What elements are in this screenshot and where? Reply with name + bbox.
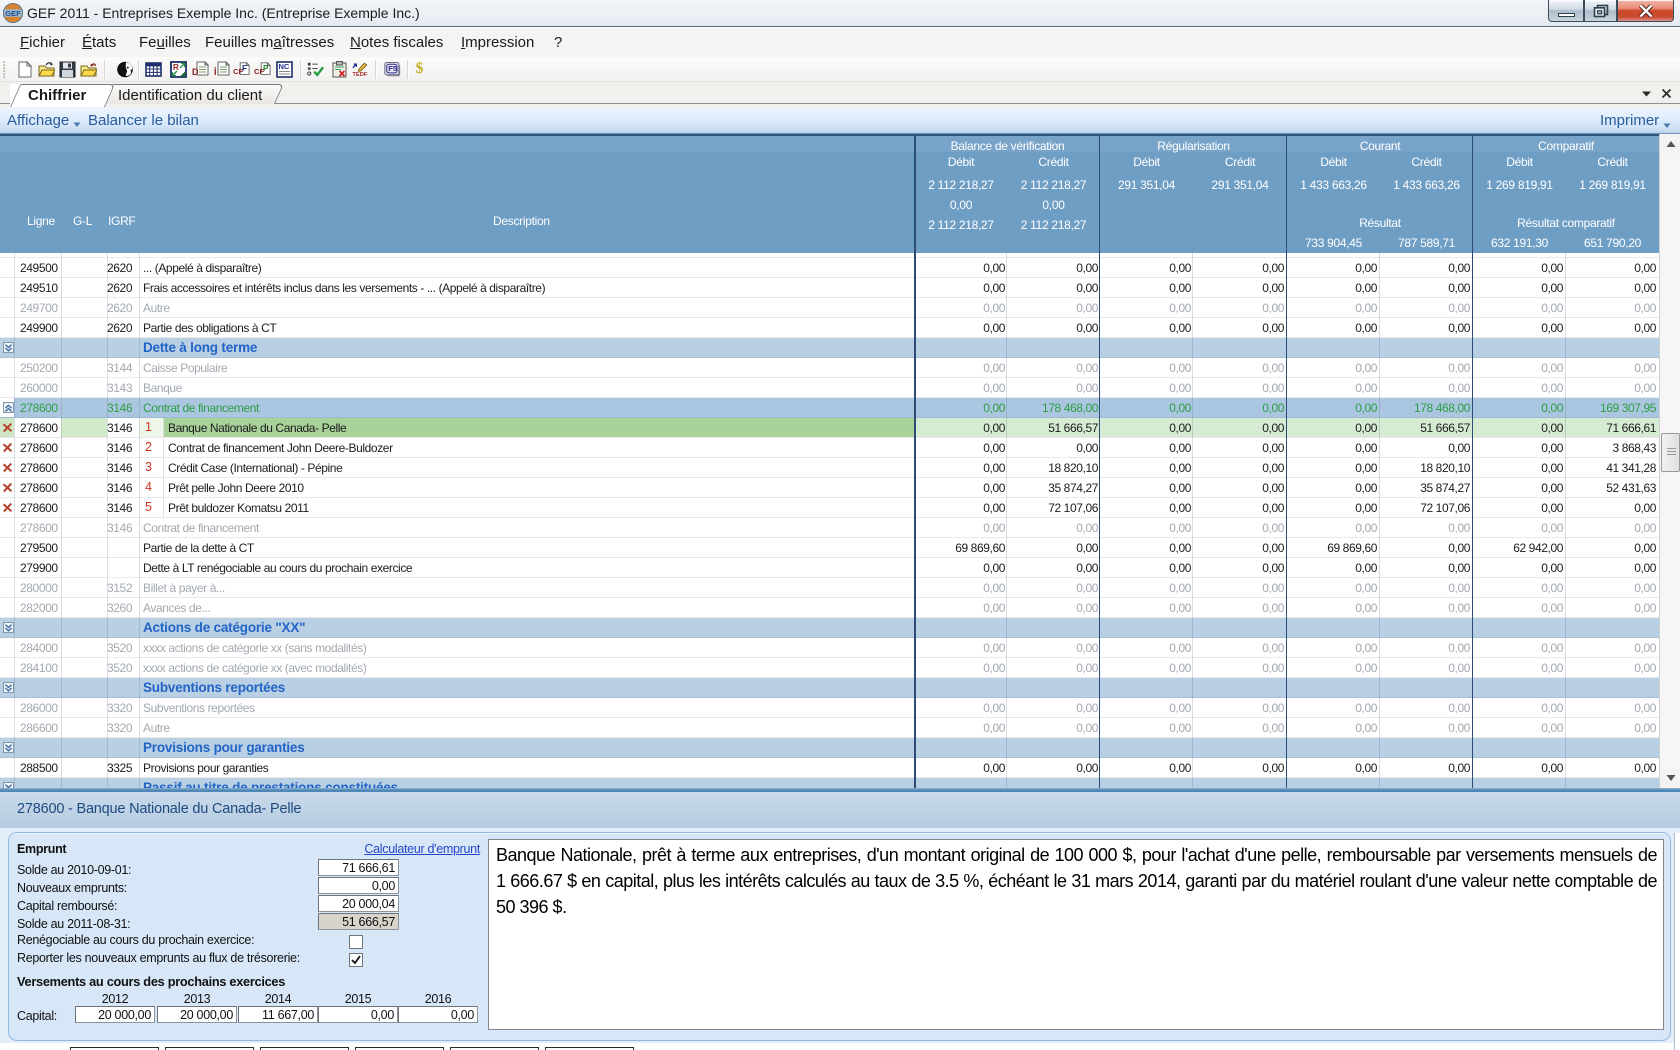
svg-text:D: D bbox=[192, 67, 199, 77]
svg-text:R: R bbox=[173, 63, 179, 72]
svg-text:TEDF: TEDF bbox=[352, 72, 368, 78]
svg-text:İ: İ bbox=[214, 67, 217, 77]
svg-text:P: P bbox=[263, 64, 269, 73]
svg-text:CF: CF bbox=[254, 67, 264, 76]
svg-text:$: $ bbox=[416, 60, 424, 76]
svg-text:NC: NC bbox=[279, 62, 290, 71]
svg-text:F: F bbox=[242, 64, 247, 73]
svg-text:GEF: GEF bbox=[5, 9, 21, 18]
svg-text:CF: CF bbox=[233, 67, 243, 76]
svg-text:F5: F5 bbox=[388, 64, 398, 73]
